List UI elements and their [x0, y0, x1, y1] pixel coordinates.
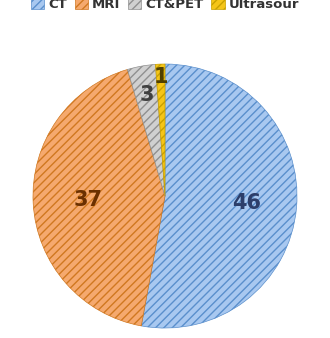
Wedge shape [141, 64, 297, 328]
Text: 3: 3 [139, 85, 154, 105]
Text: 1: 1 [153, 67, 168, 87]
Wedge shape [33, 70, 165, 326]
Legend: CT, MRI, CT&PET, Ultrasour: CT, MRI, CT&PET, Ultrasour [31, 0, 299, 11]
Text: 37: 37 [74, 190, 103, 210]
Wedge shape [127, 64, 165, 196]
Text: 46: 46 [232, 193, 261, 213]
Wedge shape [155, 64, 165, 196]
